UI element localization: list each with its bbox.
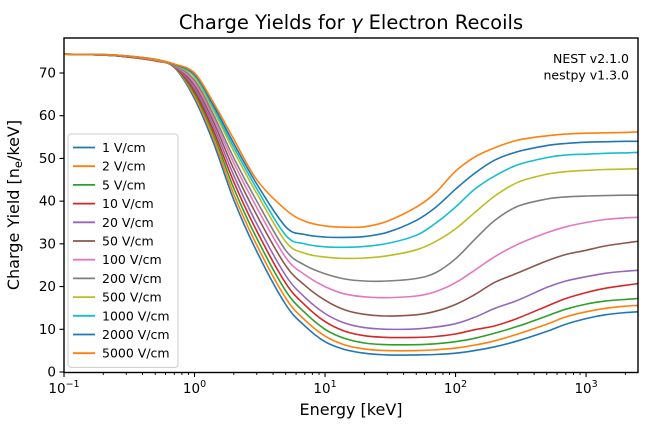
y-tick-label: 60 [39,108,56,124]
legend-label: 1000 V/cm [102,308,170,323]
legend-box [67,133,179,368]
curve-20-V-cm [64,53,638,331]
y-tick-label: 20 [39,279,56,295]
x-tick-exponent: 3 [592,379,598,390]
axes-box [63,37,639,374]
curve-5000-V-cm [64,53,638,229]
legend-label: 2000 V/cm [102,327,170,342]
legend-label: 5000 V/cm [102,346,170,361]
title-pre: Charge Yields for [179,11,351,34]
x-tick-exponent: 1 [331,379,337,390]
y-tick-label: 30 [39,236,56,252]
y-axis-label: Charge Yield [ne/keV] [4,120,25,290]
legend-item: 2000 V/cm [73,327,170,342]
curves-group [64,53,638,356]
x-tick-label: 10−1 [48,379,79,397]
legend-item: 10 V/cm [73,196,154,211]
y-label-post: /keV] [4,120,23,161]
x-axis-label: Energy [keV] [299,400,402,419]
legend-label: 5 V/cm [102,177,146,192]
legend-label: 500 V/cm [102,290,162,305]
legend-item: 200 V/cm [73,271,162,286]
x-tick-exponent: 2 [461,379,467,390]
x-axis: 10−1 100 101 102 103 [48,372,626,397]
legend-label: 10 V/cm [102,196,154,211]
x-tick-base: 10 [574,381,591,397]
title-post: Electron Recoils [362,11,523,34]
legend-label: 200 V/cm [102,271,162,286]
y-tick-label: 0 [47,365,56,381]
y-tick-label: 40 [39,194,56,210]
legend: 1 V/cm 2 V/cm 5 V/cm 10 V/cm 20 V/cm 50 V/cm 1… [67,133,179,368]
y-tick-label: 50 [39,151,56,167]
legend-item: 500 V/cm [73,290,162,305]
version-annotation: NEST v2.1.0 [553,51,629,66]
chart-title: Charge Yields for γ Electron Recoils [179,11,523,34]
y-tick-label: 10 [39,322,56,338]
title-gamma: γ [351,11,364,34]
legend-item: 2 V/cm [73,159,146,174]
y-axis: 0 10 20 30 40 50 60 70 [39,66,64,381]
legend-item: 5000 V/cm [73,346,170,361]
curve-200-V-cm [64,53,638,283]
legend-item: 100 V/cm [73,252,162,267]
x-tick-label: 102 [444,379,467,397]
legend-item: 20 V/cm [73,215,154,230]
legend-item: 1 V/cm [73,140,146,155]
legend-item: 1000 V/cm [73,308,170,323]
y-label-pre: Charge Yield [n [4,168,23,290]
x-tick-base: 10 [313,381,330,397]
legend-label: 100 V/cm [102,252,162,267]
x-tick-base: 10 [444,381,461,397]
x-tick-exponent: 0 [200,379,206,390]
x-tick-label: 100 [183,379,206,397]
legend-item: 50 V/cm [73,234,154,249]
x-tick-label: 101 [313,379,336,397]
legend-label: 1 V/cm [102,140,146,155]
x-tick-base: 10 [48,381,65,397]
version-annotation: nestpy v1.3.0 [543,68,629,83]
legend-label: 2 V/cm [102,159,146,174]
legend-item: 5 V/cm [73,177,146,192]
x-tick-base: 10 [183,381,200,397]
legend-label: 20 V/cm [102,215,154,230]
y-tick-label: 70 [39,66,56,82]
y-label-subscript: e [11,161,25,168]
x-tick-exponent: −1 [66,379,80,390]
legend-label: 50 V/cm [102,234,154,249]
x-tick-label: 103 [574,379,597,397]
